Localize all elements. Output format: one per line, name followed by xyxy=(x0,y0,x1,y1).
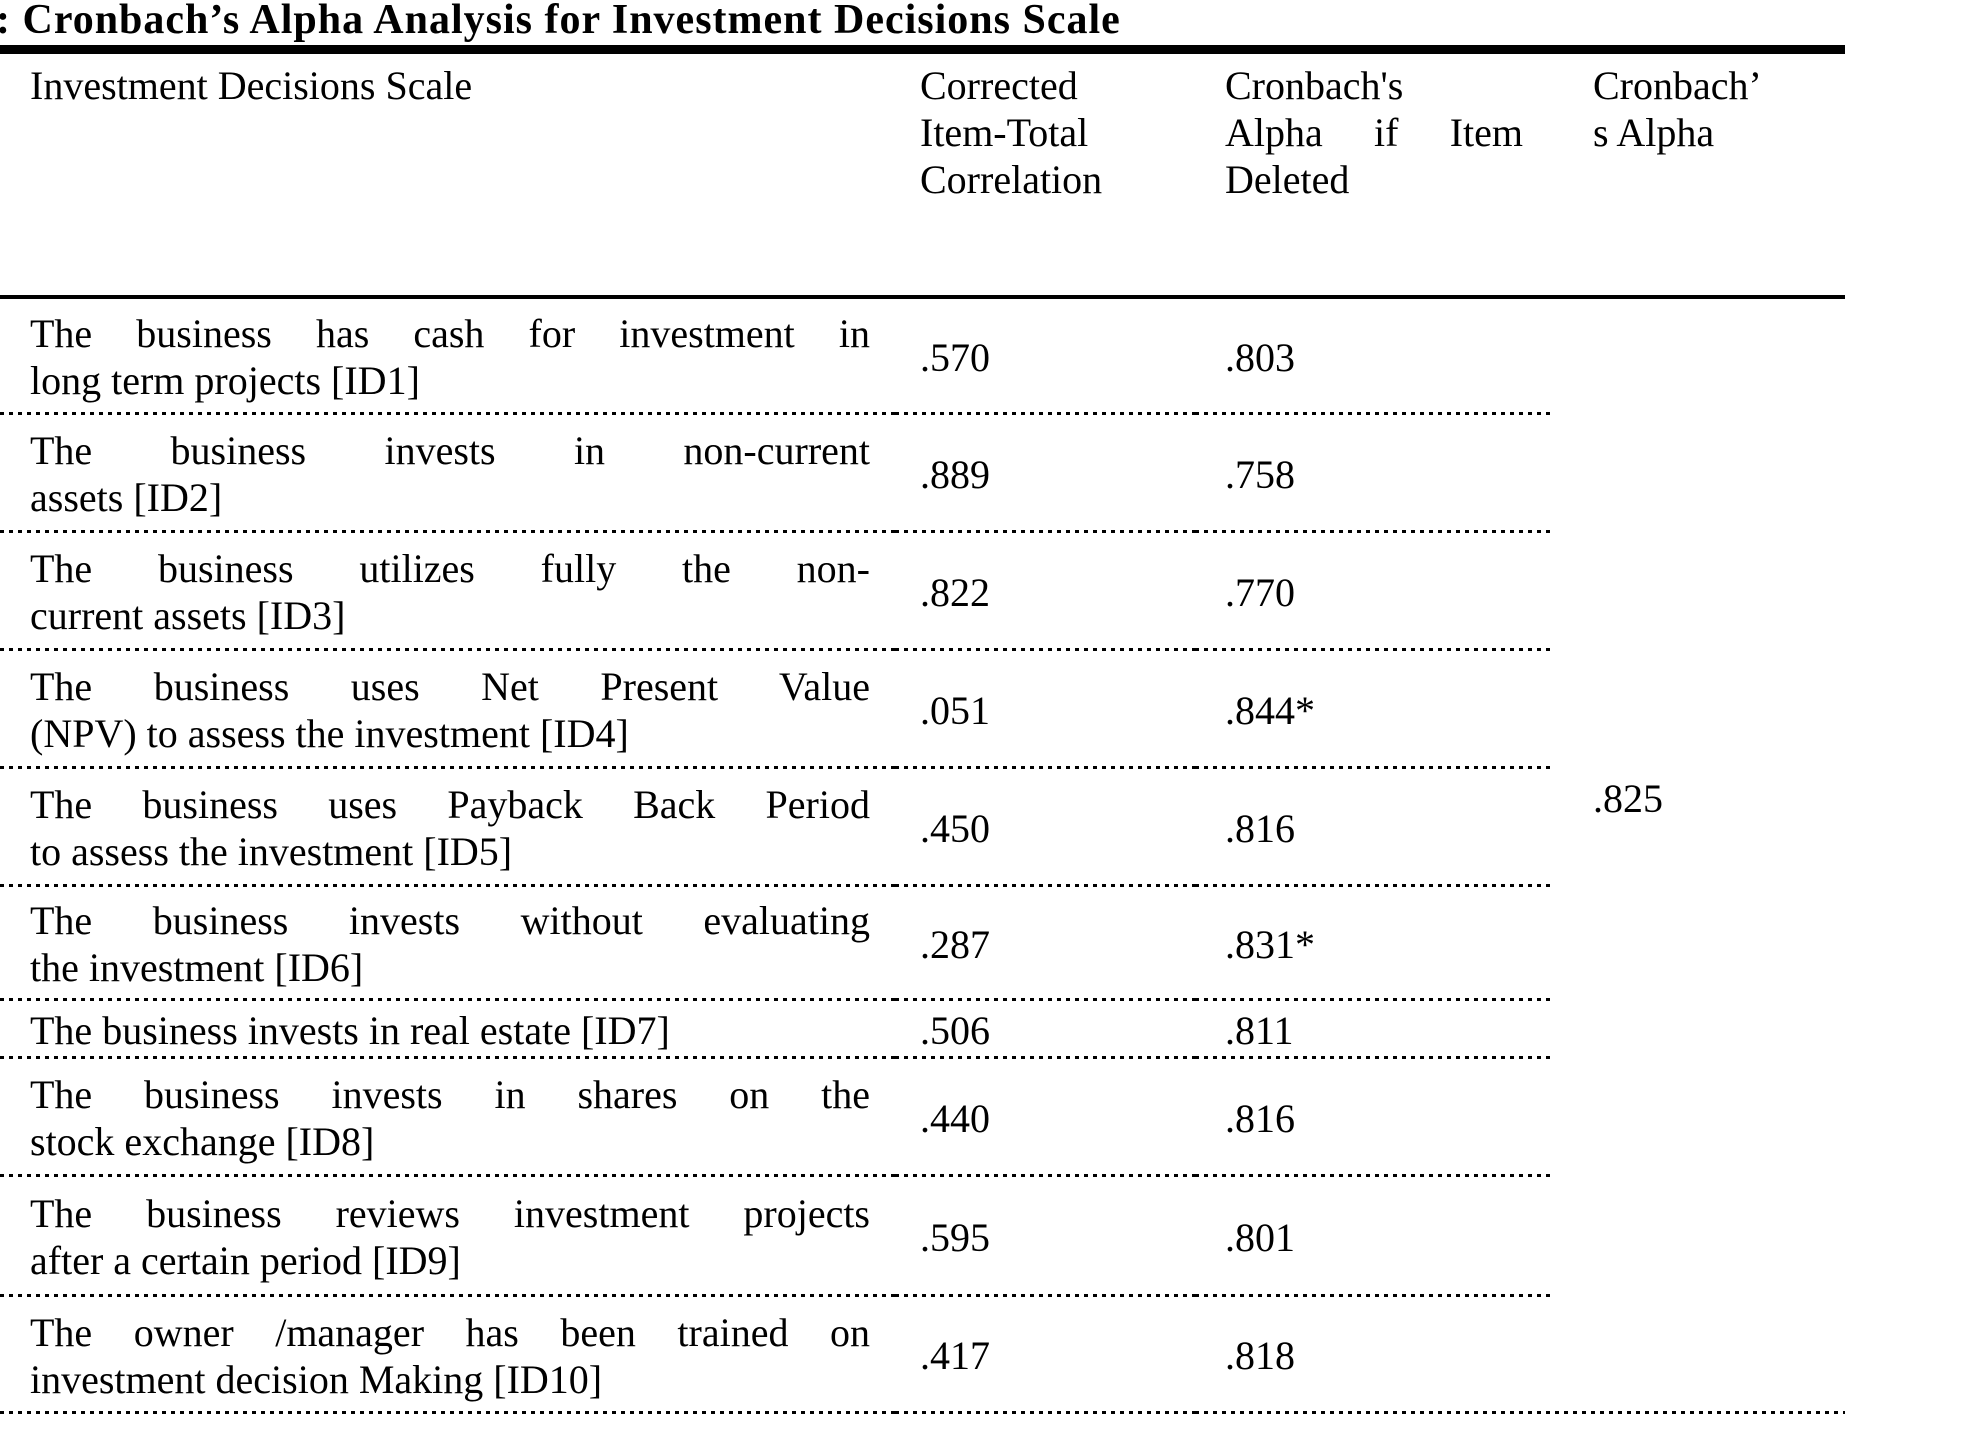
alpha-if-item-deleted-value: .803 xyxy=(1195,299,1555,415)
scale-item-text-line: to assess the investment [ID5] xyxy=(30,829,513,874)
corrected-item-total-correlation-value: .595 xyxy=(895,1177,1195,1297)
alpha-if-item-deleted-value: .801 xyxy=(1195,1177,1555,1297)
scale-item-text-line: The business invests in real estate [ID7… xyxy=(30,1007,670,1053)
scale-item-text-line: stock exchange [ID8] xyxy=(30,1119,375,1164)
scale-item-text-line: assets [ID2] xyxy=(30,475,223,520)
scale-item-text-line: investment decision Making [ID10] xyxy=(30,1356,603,1402)
col-header-corrected-item-total-correlation: Corrected Item-Total Correlation xyxy=(895,54,1195,299)
col-header-investment-decisions-scale: Investment Decisions Scale xyxy=(0,54,895,299)
corrected-item-total-correlation-value: .506 xyxy=(895,1001,1195,1059)
scale-item-cell: The business uses Payback Back Period to … xyxy=(0,769,895,887)
scale-item-cell: The owner /manager has been trained on in… xyxy=(0,1297,895,1414)
corrected-item-total-correlation-value: .440 xyxy=(895,1059,1195,1177)
scale-item-text-line: The business invests without evaluating xyxy=(30,898,870,943)
col-header-cronbachs-alpha: Cronbach’ s Alpha xyxy=(1555,54,1845,299)
scale-item-text-line: The business reviews investment projects xyxy=(30,1191,870,1236)
scale-item-cell: The business utilizes fully the non-curr… xyxy=(0,533,895,651)
header-text-line: Cronbach’ xyxy=(1593,63,1762,108)
header-text-line: Deleted xyxy=(1225,157,1350,202)
corrected-item-total-correlation-value: .417 xyxy=(895,1297,1195,1414)
scale-item-text-line: The owner /manager has been trained on xyxy=(30,1309,870,1355)
header-text-line: Alpha if Item xyxy=(1225,110,1523,155)
scale-item-text-line: The business has cash for investment in xyxy=(30,311,870,356)
table-top-rule xyxy=(0,45,1845,54)
alpha-if-item-deleted-value: .844* xyxy=(1195,651,1555,769)
header-text-line: Investment Decisions Scale xyxy=(30,63,473,108)
header-text-line: s Alpha xyxy=(1593,110,1715,155)
col-header-cronbachs-alpha-if-item-deleted: Cronbach's Alpha if Item Deleted xyxy=(1195,54,1555,299)
alpha-if-item-deleted-value: .816 xyxy=(1195,769,1555,887)
corrected-item-total-correlation-value: .450 xyxy=(895,769,1195,887)
scale-item-cell: The business invests in real estate [ID7… xyxy=(0,1001,895,1059)
alpha-if-item-deleted-value: .831* xyxy=(1195,887,1555,1001)
corrected-item-total-correlation-value: .889 xyxy=(895,415,1195,533)
cronbachs-alpha-overall-value: .825 xyxy=(1593,776,1663,821)
scale-item-cell: The business uses Net Present Value (NPV)… xyxy=(0,651,895,769)
header-text-line: Cronbach's xyxy=(1225,63,1404,108)
scale-item-text-line: long term projects [ID1] xyxy=(30,358,420,403)
scale-item-text-line: The business invests in shares on the xyxy=(30,1072,870,1117)
scale-item-cell: The business reviews investment projects… xyxy=(0,1177,895,1297)
corrected-item-total-correlation-value: .822 xyxy=(895,533,1195,651)
scale-item-text-line: The business uses Payback Back Period xyxy=(30,782,870,827)
scale-item-text-line: The business invests in non-current xyxy=(30,428,870,473)
scale-item-text-line: The business utilizes fully the non- xyxy=(30,546,870,591)
cronbach-alpha-table: Investment Decisions Scale Corrected Ite… xyxy=(0,54,1845,1414)
scale-item-cell: The business invests in shares on the sto… xyxy=(0,1059,895,1177)
scale-item-text-line: (NPV) to assess the investment [ID4] xyxy=(30,711,629,756)
alpha-if-item-deleted-value: .770 xyxy=(1195,533,1555,651)
scale-item-cell: The business invests in non-current asset… xyxy=(0,415,895,533)
header-text-line: Item-Total xyxy=(920,110,1089,155)
alpha-if-item-deleted-value: .816 xyxy=(1195,1059,1555,1177)
header-text-line: Correlation xyxy=(920,157,1103,202)
scale-item-cell: The business has cash for investment in l… xyxy=(0,299,895,415)
scale-item-text-line: current assets [ID3] xyxy=(30,593,346,638)
corrected-item-total-correlation-value: .287 xyxy=(895,887,1195,1001)
scale-item-text-line: after a certain period [ID9] xyxy=(30,1238,461,1283)
alpha-if-item-deleted-value: .818 xyxy=(1195,1297,1555,1414)
alpha-if-item-deleted-value: .811 xyxy=(1195,1001,1555,1059)
alpha-if-item-deleted-value: .758 xyxy=(1195,415,1555,533)
scale-item-text-line: the investment [ID6] xyxy=(30,945,364,990)
cronbachs-alpha-overall-cell: .825 xyxy=(1555,299,1845,1414)
table-caption: : Cronbach’s Alpha Analysis for Investme… xyxy=(0,0,1121,43)
corrected-item-total-correlation-value: .570 xyxy=(895,299,1195,415)
scale-item-text-line: The business uses Net Present Value xyxy=(30,664,870,709)
header-text-line: Corrected xyxy=(920,63,1078,108)
scale-item-cell: The business invests without evaluating t… xyxy=(0,887,895,1001)
corrected-item-total-correlation-value: .051 xyxy=(895,651,1195,769)
